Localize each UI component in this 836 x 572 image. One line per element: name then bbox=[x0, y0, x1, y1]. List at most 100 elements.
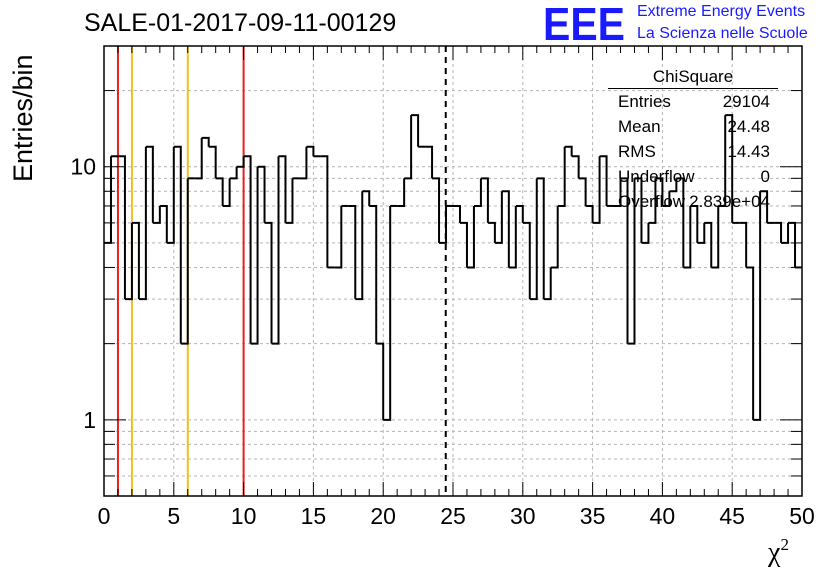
x-tick-label: 35 bbox=[580, 503, 606, 529]
y-axis-label: Entries/bin bbox=[8, 54, 38, 182]
histogram-bin bbox=[536, 177, 545, 300]
histogram-bin bbox=[501, 190, 510, 268]
histogram-bin bbox=[411, 114, 420, 147]
histogram-bin bbox=[473, 178, 482, 207]
histogram-bin bbox=[243, 155, 252, 344]
histogram-bin bbox=[117, 155, 126, 300]
histogram-bin bbox=[201, 136, 210, 147]
histogram-bin bbox=[676, 177, 685, 268]
histogram-bin bbox=[718, 115, 727, 207]
histogram-bin bbox=[278, 155, 287, 223]
histogram-bin bbox=[529, 178, 538, 301]
histogram-bin bbox=[648, 178, 657, 224]
histogram-bin bbox=[355, 191, 364, 301]
histogram-bin bbox=[725, 114, 734, 223]
histogram-bin bbox=[376, 342, 385, 420]
stats-box: ChiSquare Entries 29104 Mean 24.48 RMS 1… bbox=[608, 66, 778, 214]
histogram-bin bbox=[208, 145, 217, 179]
histogram-bin bbox=[704, 221, 713, 268]
histogram-bin bbox=[250, 166, 259, 345]
histogram-bin bbox=[348, 204, 357, 300]
histogram-bin bbox=[585, 204, 594, 223]
stat-value: 2.839e+04 bbox=[689, 192, 770, 211]
histogram-bin bbox=[711, 205, 720, 269]
logo-line-1: Extreme Energy Events bbox=[637, 3, 806, 20]
histogram-bin bbox=[236, 156, 245, 168]
histogram-bin bbox=[760, 190, 769, 223]
histogram-bin bbox=[781, 222, 790, 244]
histogram-bin bbox=[439, 205, 448, 244]
histogram-bin bbox=[487, 221, 496, 243]
y-axis: 1 10 bbox=[70, 45, 802, 497]
stat-key: Underflow bbox=[618, 167, 695, 186]
histogram-bin bbox=[229, 166, 238, 180]
chart-title: SALE-01-2017-09-11-00129 bbox=[84, 9, 397, 37]
histogram-bin bbox=[627, 178, 636, 345]
histogram-bin bbox=[131, 221, 140, 300]
x-tick-label: 45 bbox=[719, 503, 745, 529]
histogram-bin bbox=[285, 178, 294, 224]
stat-row-mean: Mean 24.48 bbox=[608, 114, 778, 139]
histogram-bin bbox=[453, 204, 461, 223]
histogram-bin bbox=[180, 178, 189, 345]
histogram-bin bbox=[739, 221, 748, 268]
histogram-bin bbox=[173, 145, 182, 344]
histogram-bin bbox=[543, 267, 552, 301]
histogram-bin bbox=[655, 177, 664, 206]
histogram-bin bbox=[620, 177, 629, 344]
x-tick-label: 30 bbox=[510, 503, 536, 529]
x-tick-label: 25 bbox=[440, 503, 466, 529]
histogram-bin bbox=[774, 221, 783, 243]
histogram-bin bbox=[746, 266, 755, 420]
stat-row-underflow: Underflow 0 bbox=[608, 164, 778, 189]
histogram-bin bbox=[362, 190, 371, 206]
histogram-bin bbox=[334, 205, 343, 269]
histogram-bin bbox=[641, 222, 650, 244]
histogram-bin bbox=[257, 165, 266, 223]
eee-logo: EEE bbox=[543, 2, 625, 46]
logo-line-2: La Scienza nelle Scuole bbox=[637, 25, 808, 42]
histogram-bin bbox=[404, 115, 413, 180]
x-tick-label: 0 bbox=[98, 503, 111, 529]
histogram-bin bbox=[480, 177, 489, 223]
x-tick-label: 10 bbox=[231, 503, 257, 529]
histogram-series bbox=[104, 114, 802, 421]
histogram-bin bbox=[306, 145, 315, 157]
histogram-bin bbox=[369, 204, 378, 344]
x-tick-label: 5 bbox=[167, 503, 180, 529]
histogram-bin bbox=[397, 178, 406, 207]
histogram-bin bbox=[564, 145, 573, 157]
histogram-bin bbox=[222, 178, 231, 207]
histogram-bin bbox=[166, 146, 175, 244]
histogram-bin bbox=[522, 221, 531, 300]
histogram-bin bbox=[557, 146, 566, 207]
histogram-bin bbox=[494, 191, 503, 244]
histogram-bin bbox=[592, 156, 601, 224]
histogram-bin bbox=[550, 205, 559, 269]
stat-key: Overflow bbox=[618, 192, 686, 211]
histogram-bin bbox=[578, 177, 587, 206]
histogram-bin bbox=[215, 177, 224, 206]
histogram-bin bbox=[466, 205, 475, 269]
histogram-bin bbox=[383, 205, 392, 421]
x-axis-label-superscript: 2 bbox=[780, 535, 789, 554]
histogram-bin bbox=[425, 145, 434, 179]
x-axis-label: χ2 bbox=[768, 535, 789, 569]
grid-lines bbox=[104, 45, 802, 497]
x-tick-label: 50 bbox=[789, 503, 815, 529]
stats-title: ChiSquare bbox=[608, 66, 778, 89]
histogram-bin bbox=[271, 156, 280, 345]
histogram-bin bbox=[669, 178, 678, 193]
x-tick-label: 15 bbox=[301, 503, 327, 529]
x-axis-label-symbol: χ bbox=[768, 537, 781, 568]
y-tick-label: 1 bbox=[83, 407, 96, 433]
histogram-bin bbox=[690, 204, 699, 243]
histogram-bin bbox=[138, 146, 147, 301]
histogram-bin bbox=[662, 191, 671, 207]
stat-key: Mean bbox=[618, 117, 661, 136]
x-axis: 0 5 10 15 20 25 30 35 40 45 50 bbox=[98, 46, 815, 529]
x-tick-label: 40 bbox=[650, 503, 676, 529]
stat-key: RMS bbox=[618, 142, 656, 161]
histogram-bin bbox=[299, 146, 308, 180]
histogram-bin bbox=[571, 155, 580, 179]
